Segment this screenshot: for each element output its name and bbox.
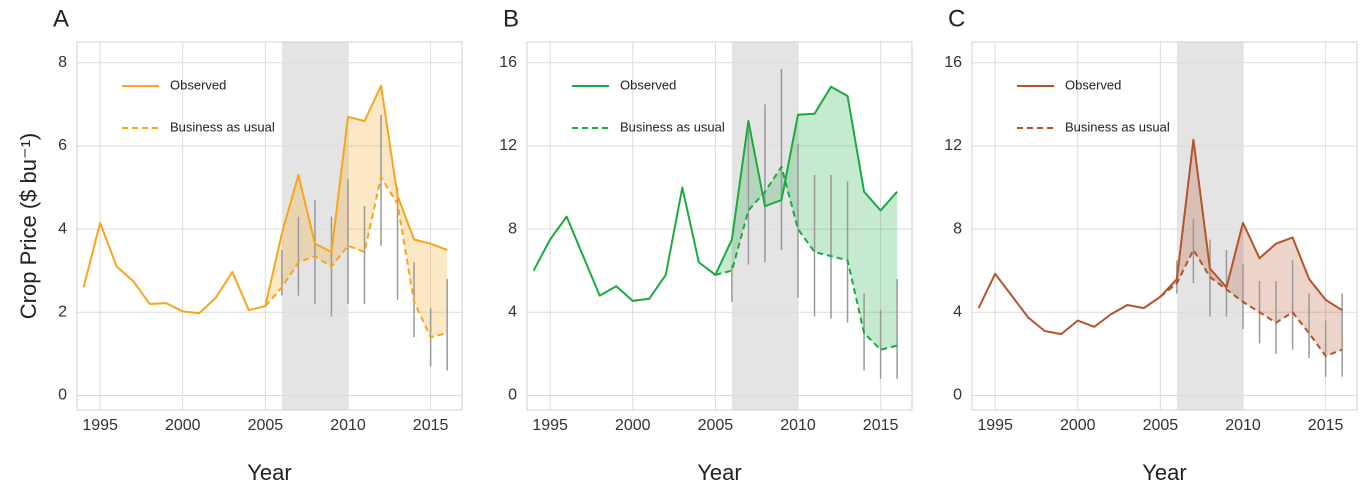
x-tick-label: 1995	[977, 417, 1013, 434]
y-tick-label: 0	[953, 387, 962, 404]
panel-label: C	[948, 5, 965, 32]
legend-label: Business as usual	[170, 119, 275, 134]
x-tick-label: 2010	[780, 417, 816, 434]
x-tick-label: 2005	[248, 417, 284, 434]
panel: 0 4 8 12 16 1995 2000 2005 2010 2015 Observed Busin…	[944, 5, 1358, 485]
panel-label: A	[53, 5, 69, 32]
legend-label: Business as usual	[1065, 119, 1170, 134]
legend-label: Observed	[170, 77, 226, 92]
series-line	[532, 85, 898, 302]
y-tick-label: 4	[508, 304, 517, 321]
x-tick-label: 2010	[1225, 417, 1261, 434]
x-tick-label: 2010	[330, 417, 366, 434]
y-tick-label: 16	[944, 54, 962, 71]
panel: 0 4 8 12 16 1995 2000 2005 2010 2015 Observed Busin…	[499, 5, 913, 485]
y-tick-label: 0	[58, 387, 67, 404]
series-line	[715, 165, 898, 351]
y-tick-label: 4	[953, 304, 962, 321]
plot-frame	[526, 41, 913, 411]
x-tick-label: 1995	[82, 417, 118, 434]
difference-area	[715, 86, 898, 350]
x-tick-label: 1995	[532, 417, 568, 434]
y-tick-label: 12	[944, 137, 962, 154]
y-axis-title: Crop Price ($ bu⁻¹)	[16, 133, 41, 319]
x-axis-title: Year	[697, 460, 741, 485]
shaded-period	[1176, 42, 1243, 410]
x-tick-label: 2000	[1060, 417, 1096, 434]
series-line	[264, 176, 448, 339]
y-tick-label: 8	[953, 220, 962, 237]
y-tick-label: 0	[508, 387, 517, 404]
x-axis-title: Year	[1142, 460, 1186, 485]
y-tick-label: 8	[508, 220, 517, 237]
difference-area	[1160, 139, 1343, 356]
y-tick-label: 8	[58, 54, 67, 71]
x-tick-label: 2005	[1143, 417, 1179, 434]
y-tick-label: 2	[58, 304, 67, 321]
x-tick-label: 2015	[1308, 417, 1344, 434]
y-tick-label: 12	[499, 137, 517, 154]
series-line	[1159, 248, 1343, 357]
plot-area	[972, 42, 1357, 410]
x-tick-label: 2000	[615, 417, 651, 434]
y-tick-label: 6	[58, 137, 67, 154]
x-axis-title: Year	[247, 460, 291, 485]
legend-label: Observed	[1065, 77, 1121, 92]
plot-frame	[76, 41, 463, 411]
y-tick-label: 4	[58, 220, 67, 237]
panel-label: B	[503, 5, 519, 32]
x-tick-label: 2000	[165, 417, 201, 434]
x-tick-label: 2015	[863, 417, 899, 434]
difference-area	[265, 85, 448, 338]
legend-label: Observed	[620, 77, 676, 92]
x-tick-label: 2005	[698, 417, 734, 434]
legend-label: Business as usual	[620, 119, 725, 134]
panel: 0 2 4 6 8 1995 2000 2005 2010 2015 Observed Busines…	[16, 5, 463, 485]
x-tick-label: 2015	[413, 417, 449, 434]
plot-frame	[971, 41, 1358, 411]
y-tick-label: 16	[499, 54, 517, 71]
